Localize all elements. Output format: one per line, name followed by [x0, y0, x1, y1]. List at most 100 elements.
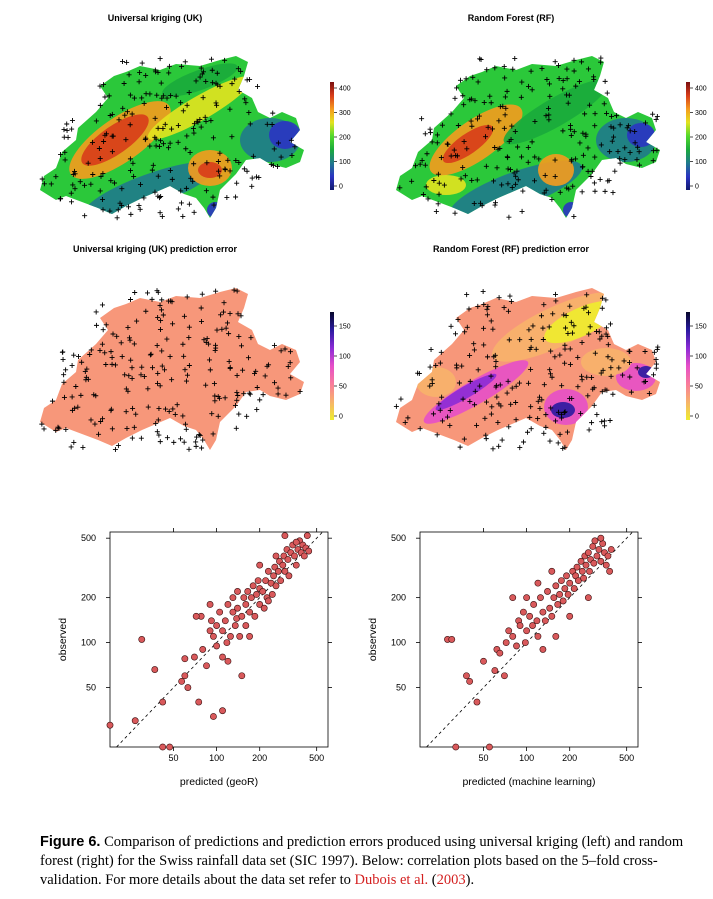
- figure-caption: Figure 6. Comparison of predictions and …: [40, 833, 700, 890]
- scatter-point: [244, 588, 252, 595]
- scatter-point: [203, 662, 210, 670]
- station-marker: [186, 335, 192, 341]
- station-marker: [509, 123, 515, 129]
- station-marker: [428, 130, 434, 136]
- station-marker: [562, 346, 568, 352]
- x-tick-label: 200: [562, 753, 577, 763]
- station-marker: [535, 398, 541, 404]
- station-marker: [197, 116, 203, 122]
- station-marker: [197, 74, 203, 80]
- station-marker: [466, 306, 472, 312]
- station-marker: [126, 72, 132, 78]
- scatter-point: [219, 707, 226, 715]
- station-marker: [130, 405, 136, 411]
- station-marker: [244, 413, 250, 419]
- station-marker: [288, 137, 294, 143]
- station-marker: [480, 288, 486, 294]
- station-marker: [143, 135, 149, 141]
- station-marker: [438, 349, 444, 355]
- x-axis-label: predicted (geoR): [180, 776, 258, 788]
- station-marker: [100, 327, 106, 333]
- scatter-point: [272, 582, 280, 590]
- station-marker: [163, 406, 169, 412]
- station-marker: [420, 192, 426, 198]
- caption-ref-year[interactable]: 2003: [436, 872, 466, 888]
- station-marker: [517, 337, 523, 343]
- station-marker: [242, 96, 248, 102]
- station-marker: [585, 66, 591, 72]
- colorbar-tick-label: 150: [339, 324, 351, 331]
- station-marker: [219, 326, 225, 332]
- station-marker: [567, 346, 573, 352]
- station-marker: [210, 431, 216, 437]
- station-marker: [493, 364, 499, 370]
- station-marker: [529, 139, 535, 145]
- station-marker: [158, 80, 164, 86]
- station-marker: [129, 111, 135, 117]
- scatter-point: [213, 622, 221, 629]
- station-marker: [464, 292, 470, 298]
- station-marker: [573, 156, 579, 162]
- station-marker: [452, 331, 458, 337]
- scatter-point: [466, 677, 474, 685]
- station-marker: [155, 370, 161, 376]
- station-marker: [285, 364, 291, 370]
- station-marker: [184, 372, 190, 378]
- scatter-point: [236, 633, 244, 640]
- station-marker: [82, 368, 88, 374]
- scatter-point: [192, 612, 200, 620]
- station-marker: [157, 56, 163, 62]
- station-marker: [553, 298, 559, 304]
- station-marker: [487, 93, 493, 99]
- station-marker: [497, 382, 503, 388]
- map-region: [83, 161, 217, 218]
- station-marker: [137, 206, 143, 212]
- station-marker: [488, 100, 494, 106]
- station-marker: [244, 168, 250, 174]
- caption-ref-author[interactable]: Dubois et al.: [354, 872, 429, 888]
- station-marker: [415, 370, 421, 376]
- scatter-point: [573, 563, 581, 571]
- station-marker: [528, 404, 534, 410]
- station-marker: [586, 427, 592, 433]
- station-marker: [215, 413, 221, 419]
- station-marker: [607, 418, 613, 424]
- station-marker: [147, 352, 153, 358]
- station-marker: [73, 384, 79, 390]
- station-marker: [436, 191, 442, 197]
- station-marker: [469, 123, 475, 129]
- map-region: [81, 114, 149, 166]
- scatter-point: [231, 622, 239, 629]
- scatter-point: [534, 579, 542, 587]
- scatter-point: [279, 561, 287, 569]
- station-marker: [145, 290, 151, 296]
- scatter-point: [529, 622, 536, 629]
- station-marker: [39, 421, 45, 427]
- station-marker: [584, 292, 590, 298]
- station-marker: [209, 411, 215, 417]
- station-marker: [133, 411, 139, 417]
- station-marker: [506, 424, 512, 430]
- station-marker: [634, 157, 640, 163]
- station-marker: [585, 393, 591, 399]
- station-marker: [510, 66, 516, 72]
- station-marker: [552, 291, 558, 297]
- station-marker: [112, 446, 118, 452]
- station-marker: [269, 122, 275, 128]
- scatter-point: [552, 633, 560, 640]
- station-marker: [653, 365, 659, 371]
- scatter-point: [281, 532, 289, 540]
- station-marker: [161, 141, 167, 147]
- station-marker: [53, 427, 59, 433]
- station-marker: [137, 69, 143, 75]
- station-marker: [586, 331, 592, 337]
- station-marker: [513, 181, 519, 187]
- station-marker: [79, 359, 85, 365]
- station-marker: [69, 394, 75, 400]
- station-marker: [195, 119, 201, 125]
- scatter-point: [208, 617, 215, 625]
- station-marker: [100, 196, 106, 202]
- station-marker: [546, 117, 552, 123]
- station-marker: [193, 439, 199, 445]
- station-marker: [552, 157, 558, 163]
